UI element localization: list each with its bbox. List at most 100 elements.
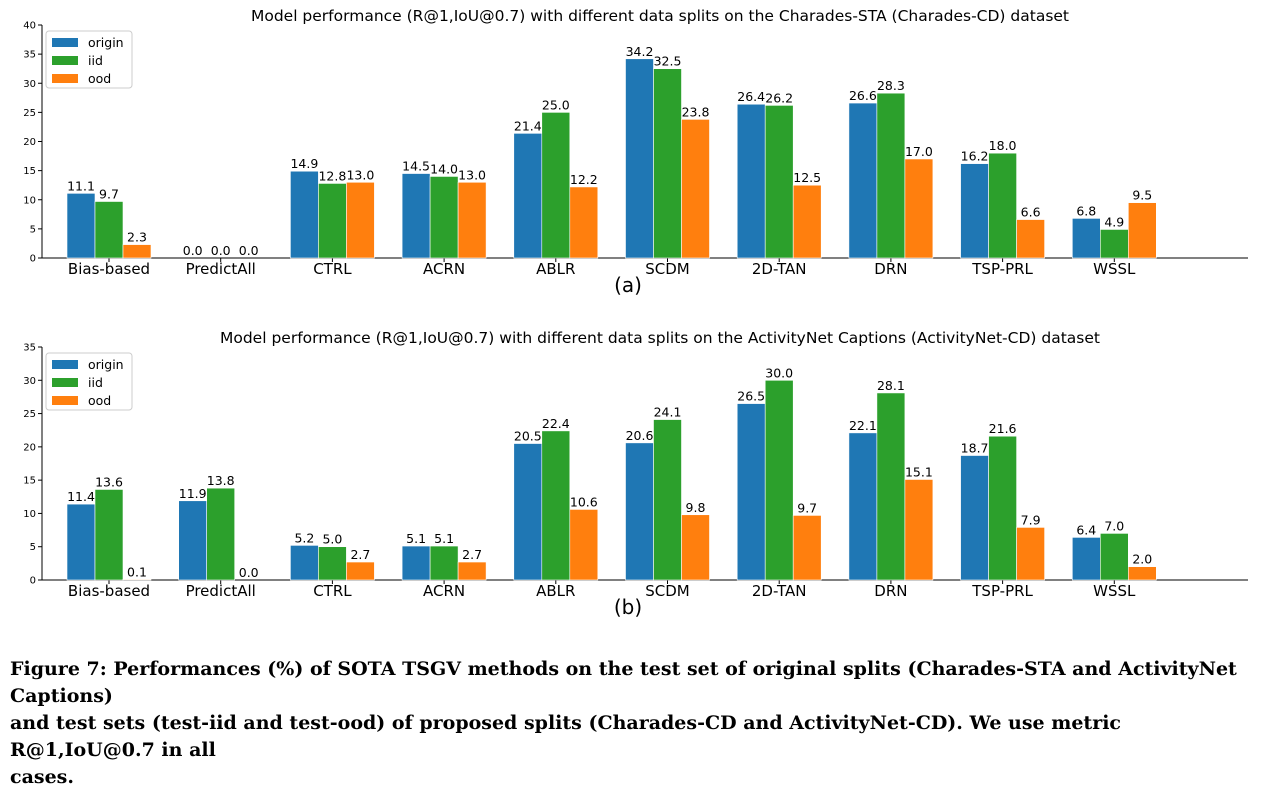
data-label: 12.5 [793,170,821,185]
data-label: 28.1 [877,378,905,393]
data-label: 21.6 [989,421,1017,436]
bar-origin [625,58,654,259]
y-tick-label: 25 [23,108,36,119]
panel-label: (a) [614,273,642,297]
bar-origin [66,193,96,259]
bar-origin [848,432,878,581]
bar-ood [904,158,934,259]
y-tick-label: 15 [23,476,36,487]
bar-iid [988,435,1017,581]
y-tick-label: 20 [23,137,36,148]
bar-ood [904,479,934,581]
bar-origin [401,173,431,259]
bar-ood [122,244,152,259]
bar-iid [876,92,906,259]
x-tick-label: PredictAll [186,582,256,600]
bar-iid [318,183,347,259]
data-label: 14.0 [430,161,458,176]
x-tick-label: TSP-PRL [971,582,1033,600]
data-label: 0.0 [239,243,259,258]
legend-label: origin [88,35,124,50]
data-label: 2.3 [127,230,147,245]
data-label: 11.9 [179,486,207,501]
chart-title: Model performance (R@1,IoU@0.7) with dif… [220,329,1100,347]
data-label: 5.1 [406,531,426,546]
y-tick-label: 5 [30,224,36,235]
bar-ood [569,509,599,581]
data-label: 5.1 [434,531,454,546]
bar-iid [764,379,794,581]
bar-ood [457,181,487,259]
legend-swatch-ood [52,74,78,83]
data-label: 5.2 [294,530,314,545]
data-label: 12.8 [318,168,346,183]
bar-ood [569,186,599,259]
data-label: 14.9 [290,156,318,171]
y-tick-label: 40 [23,21,36,32]
data-label: 6.6 [1021,205,1041,220]
data-label: 16.2 [961,149,989,164]
y-tick-label: 20 [23,442,36,453]
x-tick-label: Bias-based [68,582,150,600]
bar-iid [653,419,682,581]
data-label: 10.6 [570,494,598,509]
legend-label: origin [88,357,124,372]
bar-origin [1072,218,1101,259]
data-label: 0.0 [211,243,231,258]
data-label: 9.5 [1132,188,1152,203]
y-tick-label: 30 [23,376,36,387]
y-tick-label: 5 [30,542,36,553]
bar-origin [848,102,878,259]
bar-iid [876,392,906,581]
figure-caption: Figure 7: Performances (%) of SOTA TSGV … [10,656,1270,791]
legend-label: ood [88,71,111,86]
data-label: 2.0 [1132,552,1152,567]
y-tick-label: 0 [30,576,36,587]
y-tick-label: 10 [23,509,36,520]
y-tick-label: 0 [30,254,36,265]
data-label: 0.1 [127,564,147,579]
y-tick-label: 35 [23,343,36,354]
bar-ood [346,561,375,581]
x-tick-label: ACRN [423,260,465,278]
bar-origin [960,455,989,581]
bar-iid [206,487,235,581]
x-tick-label: TSP-PRL [971,260,1033,278]
data-label: 9.7 [99,186,119,201]
bar-iid [1100,229,1129,259]
legend-swatch-origin [52,360,78,369]
bar-iid [1100,533,1129,581]
x-tick-label: SCDM [645,582,690,600]
data-label: 17.0 [905,144,933,159]
legend-label: iid [88,375,103,390]
data-label: 0.0 [239,565,259,580]
bar-ood [457,561,487,581]
bar-origin [513,133,543,259]
x-tick-label: CTRL [313,260,352,278]
bar-origin [1072,537,1101,581]
data-label: 13.0 [346,167,374,182]
data-label: 26.4 [737,89,765,104]
bar-iid [653,68,682,259]
bar-origin [178,500,207,581]
data-label: 25.0 [542,97,570,112]
data-label: 18.0 [989,138,1017,153]
data-label: 22.4 [542,416,570,431]
data-label: 24.1 [654,405,682,420]
data-label: 21.4 [514,118,542,133]
data-label: 9.8 [686,500,706,515]
x-tick-label: ABLR [536,260,575,278]
x-tick-label: DRN [874,260,907,278]
bar-ood [792,515,822,581]
data-label: 32.5 [654,54,682,69]
x-tick-label: DRN [874,582,907,600]
legend-swatch-iid [52,56,78,65]
x-tick-label: PredictAll [186,260,256,278]
bar-ood [346,181,375,259]
bar-ood [1128,566,1157,581]
data-label: 13.8 [207,473,235,488]
caption-line-1: Figure 7: Performances (%) of SOTA TSGV … [10,658,1237,707]
bar-iid [429,545,459,581]
bar-origin [290,545,319,581]
bar-iid [764,105,794,259]
